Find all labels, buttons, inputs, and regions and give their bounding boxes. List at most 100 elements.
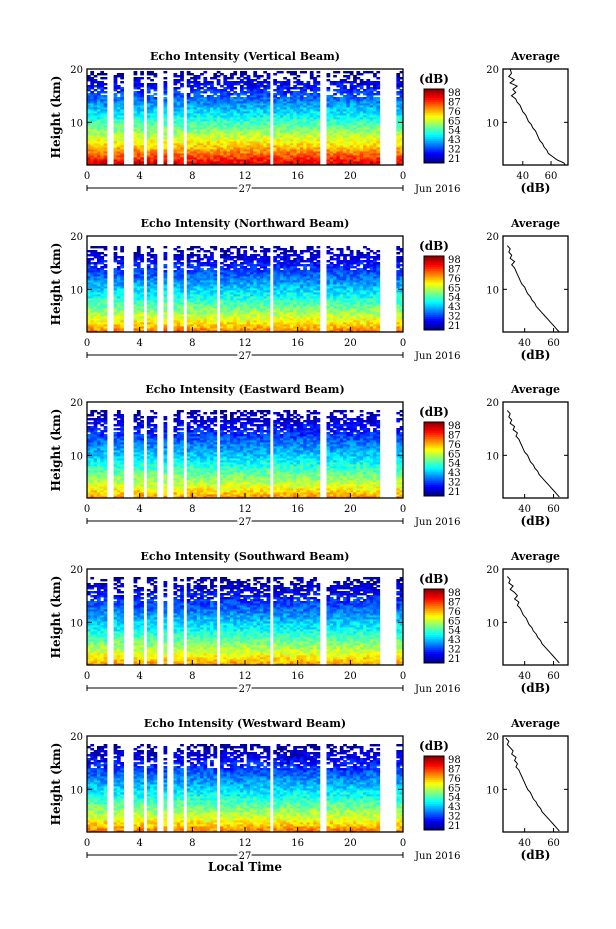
heatmap-cell [150, 131, 154, 134]
heatmap-cell [93, 125, 98, 128]
heatmap-cell [173, 131, 178, 134]
heatmap-cell [146, 153, 151, 156]
heatmap-cell [200, 262, 204, 265]
heatmap-cell [153, 161, 158, 164]
heatmap-cell [113, 143, 118, 146]
heatmap-cell [306, 93, 311, 96]
heatmap-cell [396, 91, 401, 94]
heatmap-cell [87, 147, 91, 150]
heatmap-cell [87, 149, 91, 152]
heatmap-cell [213, 141, 218, 144]
heatmap-cell [329, 113, 334, 116]
heatmap-cell [200, 87, 204, 90]
x-tick-label: 8 [189, 171, 195, 182]
heatmap-cell [193, 157, 198, 160]
heatmap-cell [316, 143, 321, 146]
heatmap-cell [373, 97, 377, 100]
heatmap-cell [223, 87, 228, 90]
heatmap-cell [253, 101, 258, 104]
heatmap-cell [87, 117, 91, 120]
heatmap-cell [120, 81, 124, 84]
heatmap-cell [329, 147, 334, 150]
heatmap-cell [236, 99, 241, 102]
heatmap-cell [210, 89, 214, 92]
heatmap-cell [213, 135, 218, 138]
heatmap-cell [279, 157, 284, 160]
heatmap-cell [146, 155, 151, 158]
heatmap-cell [246, 256, 251, 259]
heatmap-cell [249, 254, 254, 257]
heatmap-cell [96, 73, 101, 76]
heatmap-cell [339, 93, 344, 96]
heatmap-cell [289, 117, 294, 120]
heatmap-cell [243, 93, 248, 96]
heatmap-cell [309, 149, 314, 152]
heatmap-cell [266, 131, 271, 134]
heatmap-cell [146, 161, 151, 164]
heatmap-cell [203, 101, 208, 104]
heatmap-cell [213, 125, 218, 128]
heatmap-cell [263, 123, 268, 126]
heatmap-cell [243, 117, 248, 120]
heatmap-cell [263, 107, 268, 110]
heatmap-cell [163, 147, 168, 150]
heatmap-cell [220, 73, 224, 76]
heatmap-cell [133, 141, 138, 144]
heatmap-cell [196, 83, 201, 86]
heatmap-cell [276, 93, 281, 96]
heatmap-cell [363, 71, 367, 74]
heatmap-cell [329, 141, 334, 144]
heatmap-cell [213, 151, 218, 154]
heatmap-cell [150, 105, 154, 108]
heatmap-cell [313, 85, 317, 88]
heatmap-cell [296, 115, 301, 118]
heatmap-cell [213, 260, 218, 263]
heatmap-cell [326, 127, 331, 130]
heatmap-cell [216, 97, 221, 100]
heatmap-cell [87, 119, 91, 122]
heatmap-cell [326, 111, 331, 114]
heatmap-cell [309, 133, 314, 136]
heatmap-cell [259, 115, 264, 118]
heatmap-cell [343, 97, 347, 100]
heatmap-cell [93, 133, 98, 136]
heatmap-cell [263, 147, 268, 150]
heatmap-cell [233, 161, 238, 164]
heatmap-cell [193, 159, 198, 162]
heatmap-cell [186, 161, 191, 164]
heatmap-cell [186, 147, 191, 150]
heatmap-cell [256, 117, 261, 120]
heatmap-cell [333, 147, 337, 150]
heatmap-cell [336, 159, 341, 162]
heatmap-cell [206, 131, 211, 134]
heatmap-cell [246, 87, 251, 90]
heatmap-cell [186, 127, 191, 130]
heatmap-cell [186, 73, 191, 76]
heatmap-cell [140, 103, 144, 106]
heatmap-cell [96, 125, 101, 128]
heatmap-cell [200, 83, 204, 86]
heatmap-cell [226, 153, 231, 156]
heatmap-cell [253, 145, 258, 148]
heatmap-cell [313, 99, 317, 102]
heatmap-cell [150, 127, 154, 130]
heatmap-cell [279, 153, 284, 156]
heatmap-cell [136, 109, 141, 112]
heatmap-cell [140, 145, 144, 148]
heatmap-cell [116, 97, 121, 100]
heatmap-cell [226, 254, 231, 257]
heatmap-cell [296, 121, 301, 124]
heatmap-cell [306, 121, 311, 124]
heatmap-cell [163, 246, 168, 249]
heatmap-cell [329, 107, 334, 110]
heatmap-cell [263, 97, 268, 100]
heatmap-cell [193, 91, 198, 94]
heatmap-cell [233, 246, 238, 249]
heatmap-cell [303, 133, 307, 136]
heatmap-cell [226, 87, 231, 90]
heatmap-cell [210, 83, 214, 86]
heatmap-cell [230, 103, 234, 106]
heatmap-cell [153, 97, 158, 100]
heatmap-cell [236, 161, 241, 164]
heatmap-cell [116, 109, 121, 112]
